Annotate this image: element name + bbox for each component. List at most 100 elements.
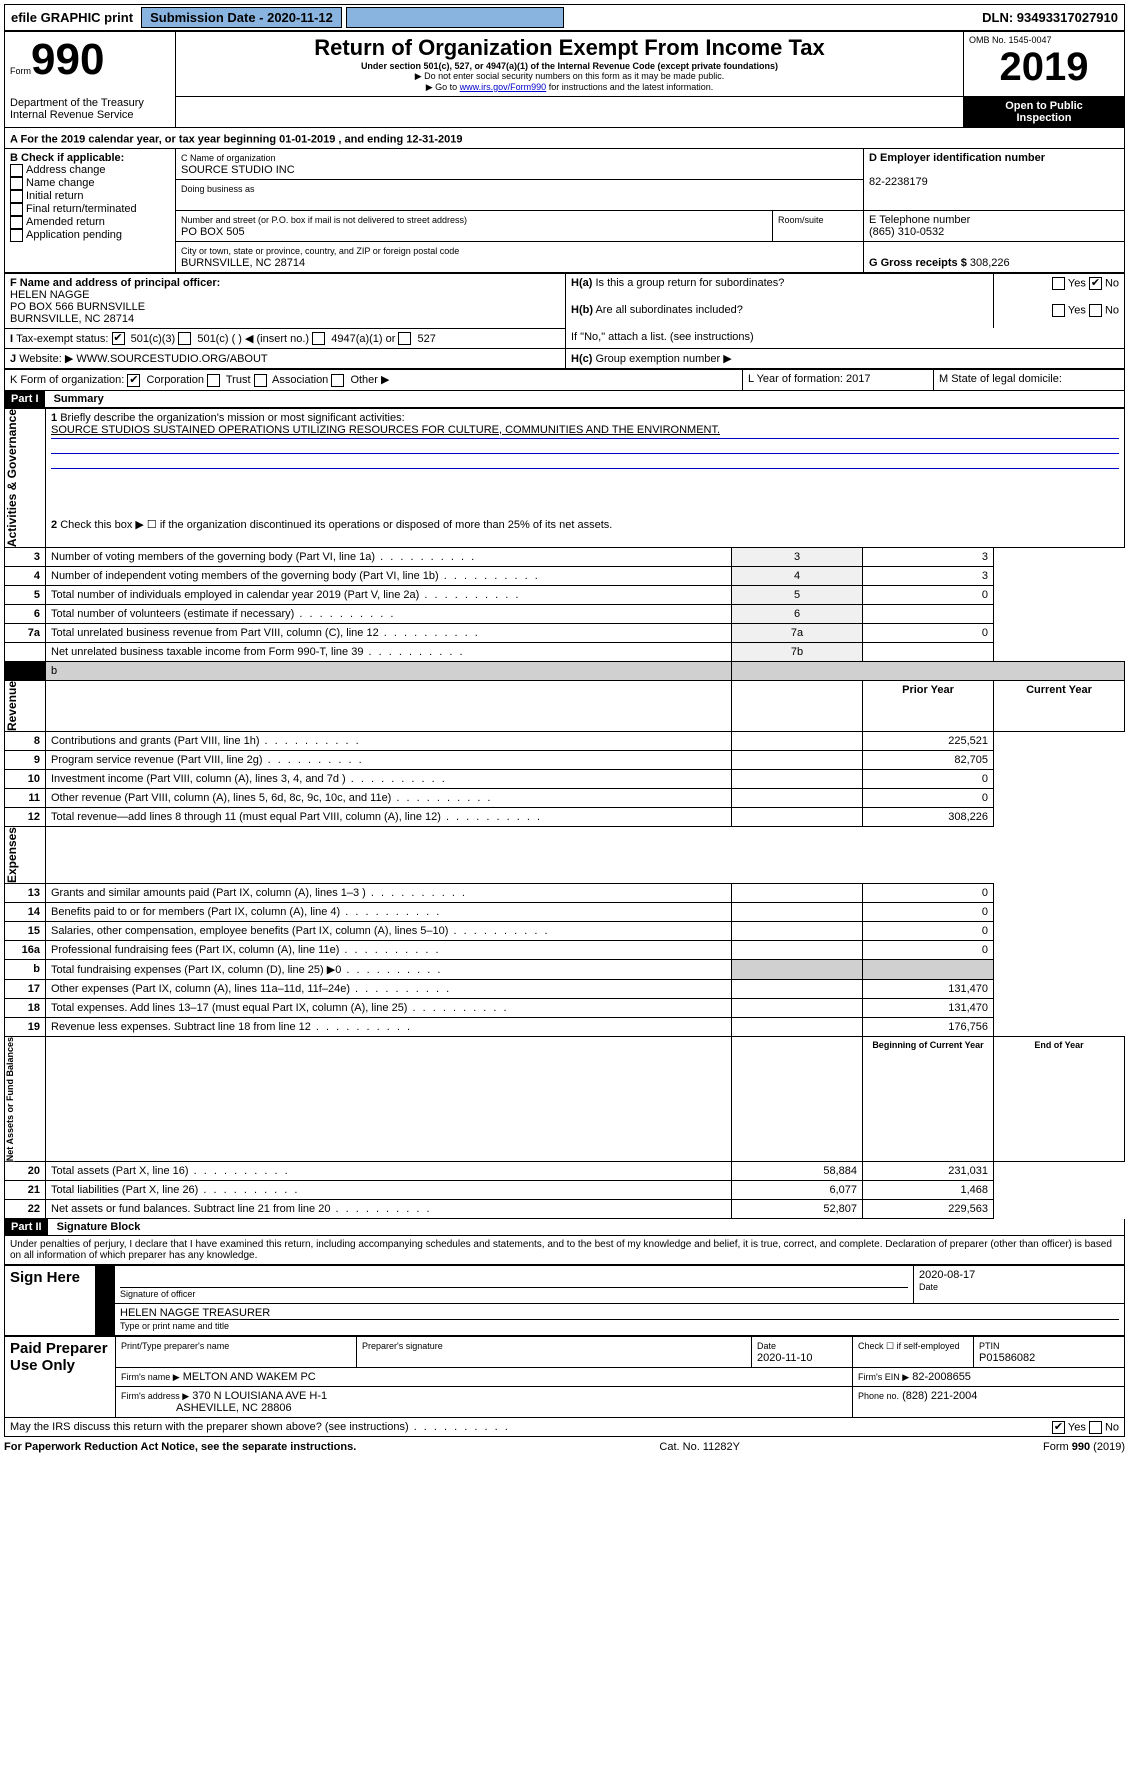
firm-addr-label: Firm's address ▶ — [121, 1391, 189, 1401]
irs-label: Internal Revenue Service — [10, 109, 134, 121]
sig-date-label: Date — [919, 1282, 938, 1292]
hb2-label: If "No," attach a list. (see instruction… — [571, 331, 754, 343]
l1-value: SOURCE STUDIOS SUSTAINED OPERATIONS UTIL… — [51, 424, 720, 436]
org-name-label: C Name of organization — [181, 153, 276, 163]
part2-title: Signature Block — [51, 1219, 147, 1235]
col-eoy: End of Year — [994, 1036, 1125, 1161]
summary-row: 11Other revenue (Part VIII, column (A), … — [5, 788, 1125, 807]
ha-no[interactable] — [1089, 277, 1102, 290]
sig-officer-label: Signature of officer — [120, 1289, 195, 1299]
page-footer: For Paperwork Reduction Act Notice, see … — [4, 1437, 1125, 1453]
irs-link[interactable]: www.irs.gov/Form990 — [460, 82, 547, 92]
line-a: A For the 2019 calendar year, or tax yea… — [4, 128, 1125, 148]
efile-label: efile GRAPHIC print — [5, 8, 139, 27]
pp-name-label: Print/Type preparer's name — [121, 1341, 229, 1351]
cb-address-change[interactable]: Address change — [10, 164, 106, 176]
hb-yes[interactable] — [1052, 304, 1065, 317]
cb-corp[interactable] — [127, 374, 140, 387]
cb-501c3[interactable] — [112, 332, 125, 345]
preparer-table: Paid Preparer Use Only Print/Type prepar… — [4, 1336, 1125, 1418]
pp-sig-label: Preparer's signature — [362, 1341, 443, 1351]
declaration: Under penalties of perjury, I declare th… — [4, 1236, 1125, 1265]
sig-name: HELEN NAGGE TREASURER — [120, 1307, 1119, 1320]
vlabel-rev: Revenue — [5, 681, 19, 731]
room-label: Room/suite — [778, 215, 824, 225]
officer-city: BURNSVILLE, NC 28714 — [10, 313, 134, 325]
blank-button[interactable] — [346, 7, 564, 28]
m-label: M State of legal domicile: — [934, 370, 1125, 391]
open-public-box: Open to PublicInspection — [964, 97, 1125, 128]
submission-date-button[interactable]: Submission Date - 2020-11-12 — [141, 7, 342, 28]
cb-final-return[interactable]: Final return/terminated — [10, 203, 137, 215]
cb-initial-return[interactable]: Initial return — [10, 190, 83, 202]
hb-no[interactable] — [1089, 304, 1102, 317]
gross-receipts-label: G Gross receipts $ — [869, 257, 967, 269]
cb-other[interactable] — [331, 374, 344, 387]
ein-label: D Employer identification number — [869, 152, 1045, 164]
form-title: Return of Organization Exempt From Incom… — [181, 35, 958, 61]
firm-phone-label: Phone no. — [858, 1391, 899, 1401]
l1-label: Briefly describe the organization's miss… — [60, 412, 404, 424]
cb-amended-return[interactable]: Amended return — [10, 216, 105, 228]
phone-value: (865) 310-0532 — [869, 226, 944, 238]
part1-title: Summary — [48, 391, 110, 407]
k-label: K Form of organization: — [10, 374, 124, 386]
officer-label: F Name and address of principal officer: — [10, 277, 220, 289]
dept-label: Department of the Treasury — [10, 97, 144, 109]
pp-date-label: Date — [757, 1341, 776, 1351]
summary-row: 9Program service revenue (Part VIII, lin… — [5, 750, 1125, 769]
city-label: City or town, state or province, country… — [181, 246, 459, 256]
cb-assoc[interactable] — [254, 374, 267, 387]
tax-year: 2019 — [969, 45, 1119, 90]
pp-check-label: Check ☐ if self-employed — [858, 1341, 960, 1351]
summary-row: 10Investment income (Part VIII, column (… — [5, 769, 1125, 788]
discuss-yes[interactable] — [1052, 1421, 1065, 1434]
addr-value: PO BOX 505 — [181, 226, 245, 238]
summary-row: 16aProfessional fundraising fees (Part I… — [5, 940, 1125, 959]
officer-block: F Name and address of principal officer:… — [4, 273, 1125, 370]
subtitle-1: Under section 501(c), 527, or 4947(a)(1)… — [181, 61, 958, 71]
cb-name-change[interactable]: Name change — [10, 177, 95, 189]
dba-label: Doing business as — [181, 184, 255, 194]
summary-row: 12Total revenue—add lines 8 through 11 (… — [5, 807, 1125, 826]
subtitle-2: ▶ Do not enter social security numbers o… — [181, 71, 958, 82]
discuss-row: May the IRS discuss this return with the… — [4, 1418, 1125, 1437]
firm-phone: (828) 221-2004 — [902, 1390, 977, 1402]
subtitle-3: ▶ Go to www.irs.gov/Form990 for instruct… — [181, 82, 958, 93]
website-label: Website: ▶ — [19, 353, 73, 365]
ha-yes[interactable] — [1052, 277, 1065, 290]
website-value: WWW.SOURCESTUDIO.ORG/ABOUT — [76, 353, 267, 365]
summary-row: 17Other expenses (Part IX, column (A), l… — [5, 979, 1125, 998]
officer-addr: PO BOX 566 BURNSVILLE — [10, 301, 145, 313]
summary-row: bTotal fundraising expenses (Part IX, co… — [5, 959, 1125, 979]
addr-label: Number and street (or P.O. box if mail i… — [181, 215, 467, 225]
pp-date: 2020-11-10 — [757, 1352, 812, 1364]
cb-527[interactable] — [398, 332, 411, 345]
sign-here-label: Sign Here — [5, 1266, 96, 1336]
cb-4947[interactable] — [312, 332, 325, 345]
discuss-label: May the IRS discuss this return with the… — [10, 1421, 510, 1433]
cb-501c[interactable] — [178, 332, 191, 345]
klm-block: K Form of organization: Corporation Trus… — [4, 369, 1125, 391]
summary-row: 22Net assets or fund balances. Subtract … — [5, 1200, 1125, 1219]
vlabel-ag: Activities & Governance — [5, 409, 19, 547]
sig-name-label: Type or print name and title — [120, 1321, 229, 1331]
summary-row: 20Total assets (Part X, line 16)58,88423… — [5, 1162, 1125, 1181]
cb-application-pending[interactable]: Application pending — [10, 229, 122, 241]
discuss-no[interactable] — [1089, 1421, 1102, 1434]
col-current-year: Current Year — [994, 680, 1125, 731]
firm-name: MELTON AND WAKEM PC — [183, 1371, 316, 1383]
gross-receipts-value: 308,226 — [970, 257, 1010, 269]
summary-row: 4Number of independent voting members of… — [5, 566, 1125, 585]
summary-row: 3Number of voting members of the governi… — [5, 547, 1125, 566]
dln-label: DLN: 93493317027910 — [976, 8, 1124, 27]
summary-row: 14Benefits paid to or for members (Part … — [5, 902, 1125, 921]
cb-trust[interactable] — [207, 374, 220, 387]
hb-label: Are all subordinates included? — [595, 304, 742, 316]
l-label: L Year of formation: 2017 — [743, 370, 934, 391]
summary-row: Net unrelated business taxable income fr… — [5, 642, 1125, 661]
officer-name: HELEN NAGGE — [10, 289, 89, 301]
omb-label: OMB No. 1545-0047 — [969, 35, 1119, 45]
summary-row: 13Grants and similar amounts paid (Part … — [5, 883, 1125, 902]
ha-label: Is this a group return for subordinates? — [595, 277, 784, 289]
